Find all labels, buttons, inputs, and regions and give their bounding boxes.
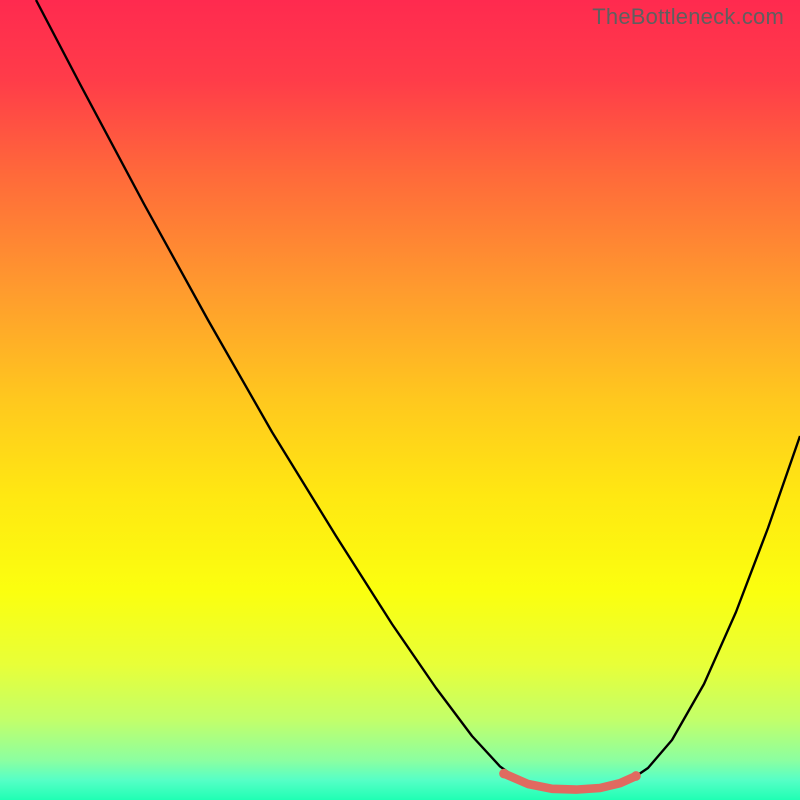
optimal-range-end-dot — [631, 771, 641, 781]
optimal-range-band — [504, 774, 636, 790]
bottleneck-curve — [36, 0, 800, 791]
watermark-text: TheBottleneck.com — [592, 4, 784, 30]
optimal-range-start-dot — [499, 769, 509, 779]
plot-curve-layer — [0, 0, 800, 800]
chart-frame: TheBottleneck.com — [0, 0, 800, 800]
